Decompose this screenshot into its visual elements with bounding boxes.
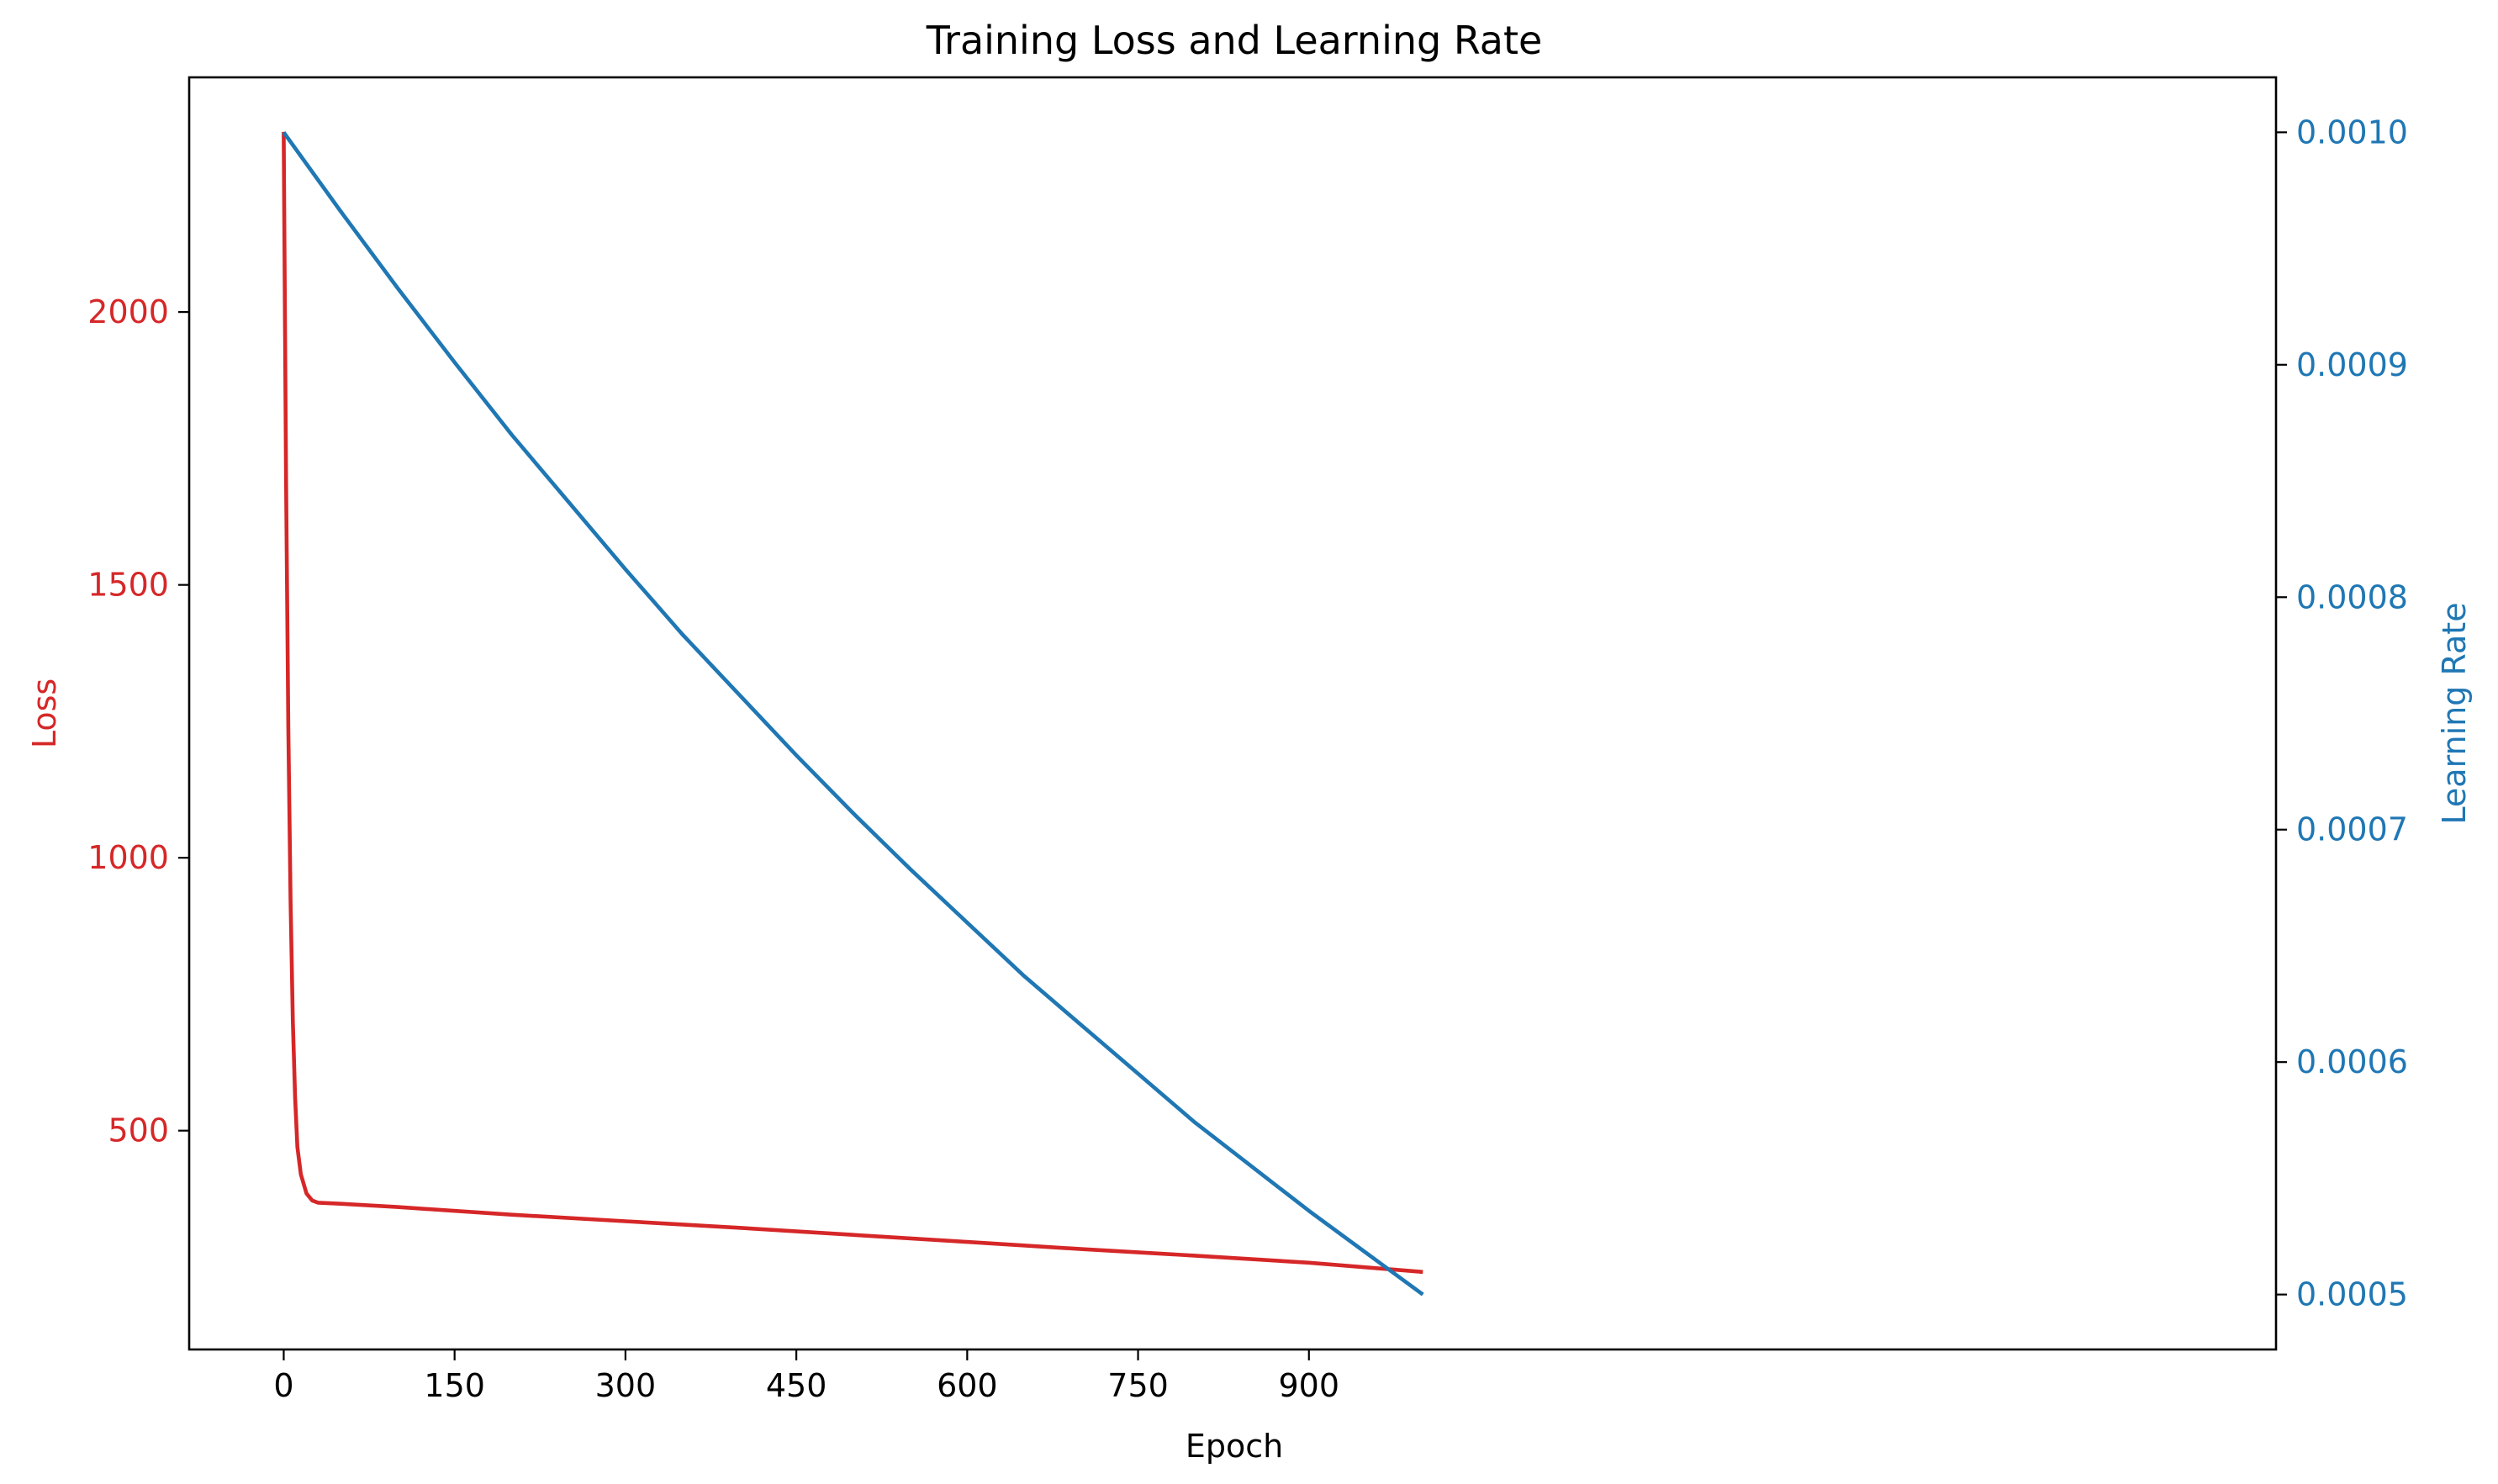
y-left-tick-label: 2000 [87,293,169,330]
x-tick-label: 900 [1279,1367,1340,1404]
axes: 0 150 300 450 600 750 900 500 1000 1500 2000 0.0005… [87,76,2408,1404]
chart-title: Training Loss and Learning Rate [926,18,1543,63]
y-right-tick-label: 0.0009 [2296,346,2408,383]
x-tick-label: 0 [273,1367,293,1404]
y-axis-left-label: Loss [26,679,63,748]
x-tick-label: 450 [766,1367,827,1404]
y-axis-right-label: Learning Rate [2436,602,2473,824]
y-left-tick-label: 1000 [87,839,169,876]
x-axis-label: Epoch [1186,1428,1283,1465]
y-right-tick-label: 0.0010 [2296,114,2408,151]
x-tick-label: 150 [424,1367,485,1404]
plot-area [282,131,1424,1297]
y-left-tick-label: 1500 [87,567,169,604]
series-line-learning-rate [282,131,1424,1297]
y-right-tick-label: 0.0008 [2296,578,2408,615]
plot-frame [187,76,2278,1351]
x-tick-label: 750 [1107,1367,1169,1404]
x-tick-label: 600 [937,1367,998,1404]
y-right-tick-label: 0.0007 [2296,811,2408,848]
y-left-tick-label: 500 [108,1112,169,1149]
series-line-loss [282,131,1423,1275]
y-right-tick-label: 0.0005 [2296,1276,2408,1313]
y-right-tick-label: 0.0006 [2296,1043,2408,1080]
x-tick-label: 300 [595,1367,657,1404]
